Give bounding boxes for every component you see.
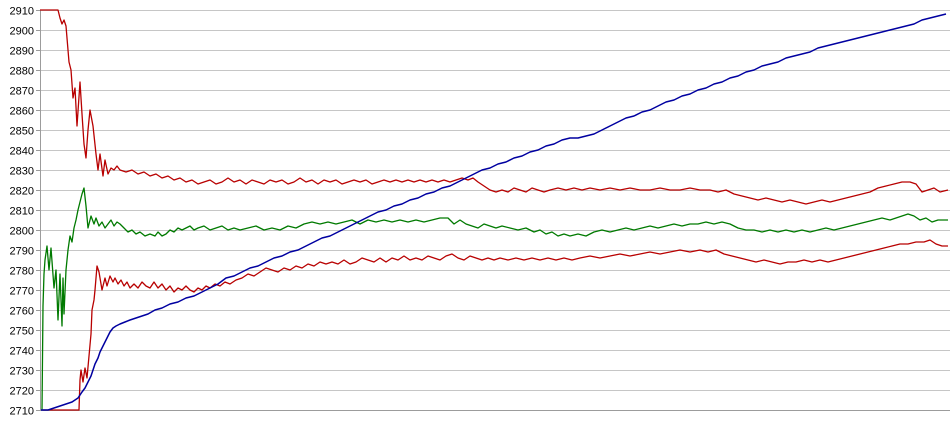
y-tick-label: 2750 — [10, 326, 34, 338]
y-tick-label: 2820 — [10, 186, 34, 198]
y-tick-label: 2800 — [10, 226, 34, 238]
upper-band-line — [40, 9, 949, 205]
y-tick-label: 2910 — [10, 6, 34, 18]
y-tick-label: 2770 — [10, 286, 34, 298]
y-tick-label: 2850 — [10, 126, 34, 138]
y-tick-label: 2710 — [10, 406, 34, 418]
midline-line — [41, 187, 948, 411]
y-tick-label: 2720 — [10, 386, 34, 398]
balance-line — [41, 13, 947, 411]
y-tick-label: 2790 — [10, 246, 34, 258]
y-tick-label: 2840 — [10, 146, 34, 158]
y-tick-label: 2810 — [10, 206, 34, 218]
y-tick-label: 2890 — [10, 46, 34, 58]
y-tick-label: 2730 — [10, 366, 34, 378]
y-tick-label: 2870 — [10, 86, 34, 98]
y-tick-label: 2860 — [10, 106, 34, 118]
y-tick-label: 2740 — [10, 346, 34, 358]
y-tick-label: 2760 — [10, 306, 34, 318]
gridlines — [36, 10, 950, 411]
lower-band-line — [43, 239, 948, 411]
y-tick-label: 2880 — [10, 66, 34, 78]
y-tick-label: 2830 — [10, 166, 34, 178]
y-tick-label: 2900 — [10, 26, 34, 38]
y-tick-label: 2780 — [10, 266, 34, 278]
y-axis-labels: 2910 2900 2890 2880 2870 2860 2850 2840 2830 2820… — [10, 6, 34, 418]
